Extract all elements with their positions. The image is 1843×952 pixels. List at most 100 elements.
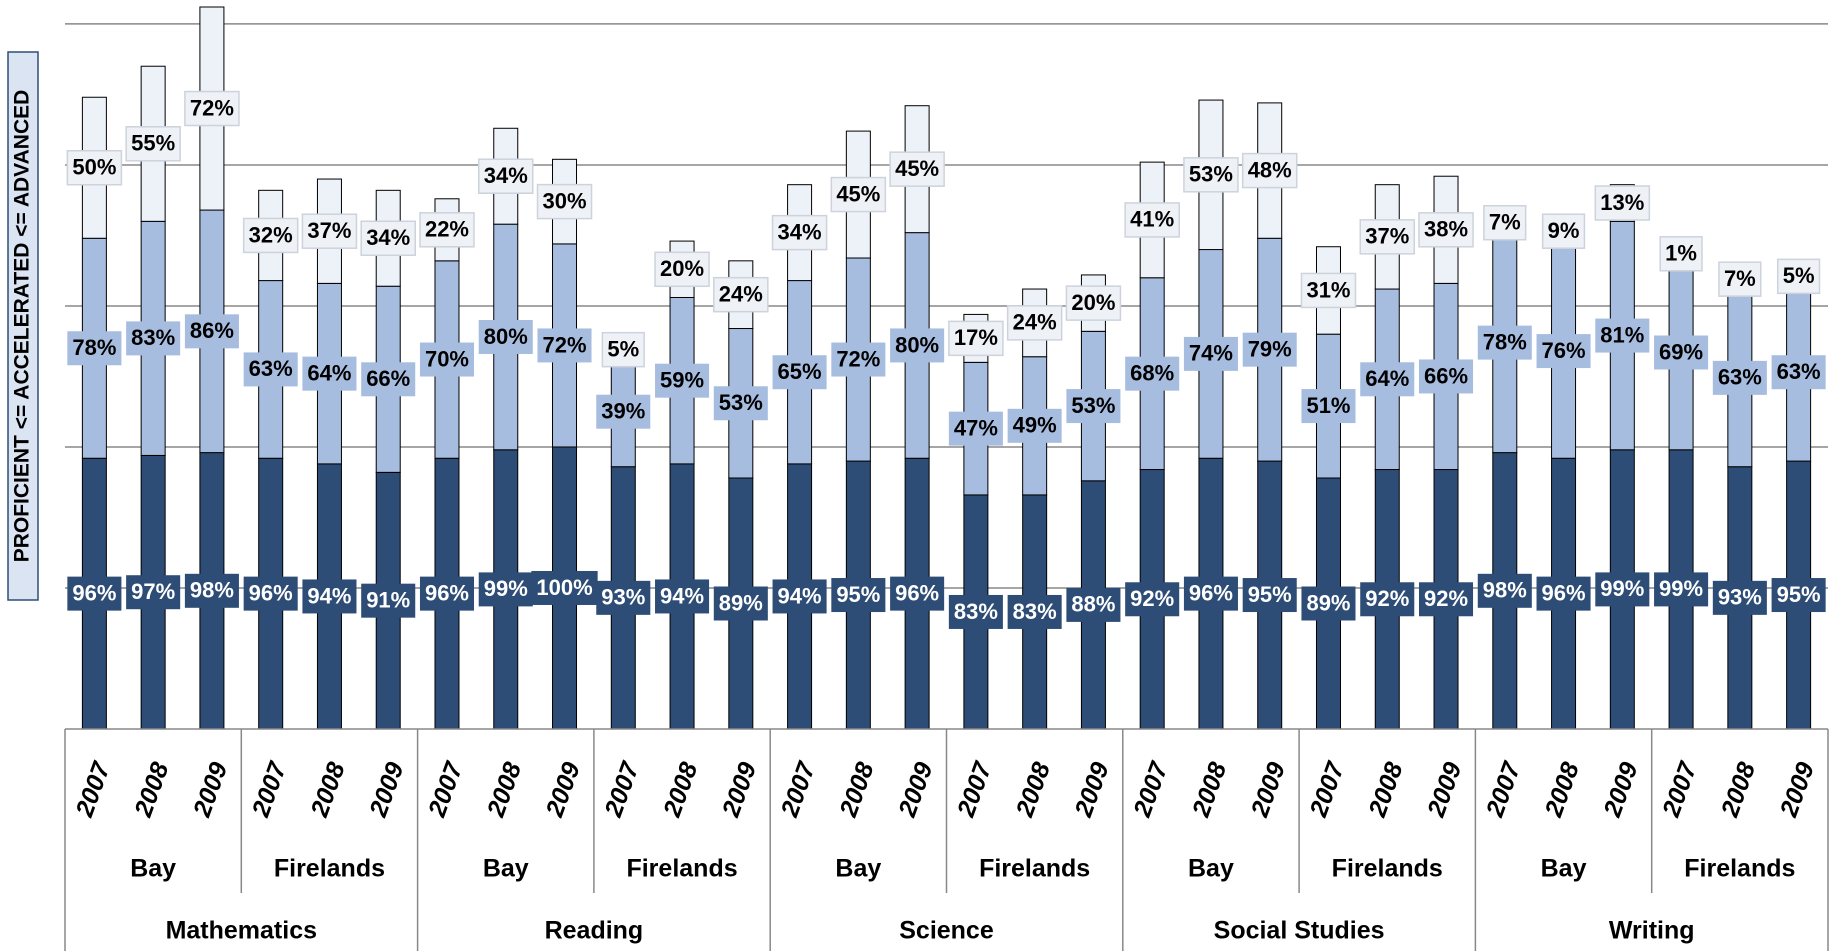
- value-label-text: 59%: [660, 368, 704, 393]
- value-label-text: 30%: [542, 188, 586, 213]
- value-label-text: 96%: [1189, 580, 1233, 605]
- value-label-text: 37%: [307, 218, 351, 243]
- value-label-text: 92%: [1130, 586, 1174, 611]
- value-label: 65%: [772, 355, 827, 390]
- value-label-box: [536, 183, 593, 220]
- value-label-box: [1418, 212, 1474, 248]
- value-label-text: 45%: [895, 156, 939, 181]
- value-label-text: 80%: [484, 324, 528, 349]
- x-tick-label: 2008: [1539, 759, 1585, 822]
- x-tick-label: 2008: [481, 759, 527, 822]
- value-label-box: [125, 126, 181, 162]
- value-label: 49%: [1007, 408, 1062, 443]
- value-label-box: [831, 342, 886, 377]
- value-label-text: 93%: [601, 585, 645, 610]
- value-label: 99%: [478, 572, 533, 607]
- value-label: 83%: [1007, 594, 1062, 629]
- value-label-text: 17%: [954, 325, 998, 350]
- value-label-box: [655, 579, 710, 614]
- value-label-box: [1477, 325, 1532, 360]
- value-label-text: 20%: [1071, 290, 1115, 315]
- value-label: 89%: [713, 586, 768, 621]
- value-label-box: [1595, 572, 1650, 607]
- value-label-box: [302, 356, 357, 391]
- value-label-text: 53%: [719, 390, 763, 415]
- value-label: 96%: [419, 576, 475, 611]
- value-label-text: 64%: [1365, 366, 1409, 391]
- subject-label: Writing: [1609, 917, 1695, 945]
- value-label-box: [184, 314, 239, 349]
- value-label-box: [477, 158, 534, 194]
- value-label-box: [948, 411, 1003, 446]
- value-label: 59%: [655, 363, 710, 398]
- value-label: 92%: [1360, 582, 1415, 617]
- value-label-text: 13%: [1600, 190, 1644, 215]
- value-label-text: 96%: [895, 580, 939, 605]
- value-label-text: 83%: [954, 599, 998, 624]
- value-label-text: 50%: [72, 155, 116, 180]
- value-label-text: 51%: [1306, 393, 1350, 418]
- x-tick-label: 2007: [599, 758, 645, 822]
- value-label-box: [360, 220, 416, 257]
- x-tick-label: 2007: [423, 758, 469, 822]
- value-label: 95%: [1771, 578, 1826, 613]
- value-label: 86%: [184, 314, 239, 349]
- value-label-text: 72%: [542, 332, 586, 357]
- value-label: 72%: [537, 328, 592, 363]
- district-label: Bay: [130, 855, 176, 883]
- value-label-text: 49%: [1013, 413, 1057, 438]
- value-label-box: [1125, 582, 1180, 617]
- district-label: Bay: [1541, 855, 1587, 883]
- value-label: 34%: [360, 220, 416, 257]
- value-label-text: 32%: [249, 222, 293, 247]
- value-label-box: [1242, 578, 1297, 613]
- x-tick-label: 2007: [952, 758, 998, 822]
- value-label-box: [1301, 389, 1356, 424]
- value-label-text: 91%: [366, 587, 410, 612]
- value-label-text: 24%: [719, 281, 763, 306]
- value-label-text: 89%: [1306, 590, 1350, 615]
- value-label-text: 5%: [607, 336, 639, 361]
- value-label: 47%: [948, 411, 1003, 446]
- x-tick-label: 2008: [1716, 759, 1762, 822]
- value-label-box: [1654, 335, 1709, 370]
- y-label-box: [7, 51, 39, 601]
- value-label: 70%: [419, 342, 475, 377]
- x-tick-label: 2009: [364, 759, 410, 822]
- value-label-text: 93%: [1718, 585, 1762, 610]
- district-label: Firelands: [626, 855, 737, 883]
- value-label-text: 34%: [484, 163, 528, 188]
- value-label-box: [1541, 213, 1586, 249]
- x-tick-label: 2007: [246, 758, 292, 822]
- value-label: 69%: [1654, 335, 1709, 370]
- value-label-text: 69%: [1659, 339, 1703, 364]
- value-label-text: 96%: [249, 580, 293, 605]
- value-label: 93%: [596, 580, 651, 615]
- value-label-box: [419, 576, 475, 611]
- value-label-text: 34%: [778, 219, 822, 244]
- value-label-box: [419, 212, 475, 248]
- x-tick-label: 2007: [775, 758, 821, 822]
- value-label-box: [1183, 336, 1238, 371]
- value-label: 98%: [1477, 573, 1532, 608]
- value-label-box: [1654, 572, 1709, 607]
- value-label: 51%: [1301, 389, 1356, 424]
- value-label: 76%: [1536, 334, 1591, 369]
- value-label-box: [831, 578, 886, 613]
- value-label: 41%: [1124, 202, 1180, 238]
- x-tick-label: 2009: [893, 759, 939, 822]
- value-label-box: [301, 213, 358, 249]
- value-label-text: 94%: [660, 583, 704, 608]
- value-label-box: [889, 151, 945, 187]
- value-label-text: 5%: [1783, 263, 1815, 288]
- value-label-text: 99%: [1659, 576, 1703, 601]
- value-label-text: 96%: [425, 580, 469, 605]
- value-label-box: [1477, 573, 1532, 608]
- value-label-text: 89%: [719, 590, 763, 615]
- value-label: 7%: [1718, 261, 1762, 297]
- value-label: 66%: [1418, 359, 1474, 394]
- value-label-box: [1594, 185, 1651, 221]
- value-label-box: [1241, 152, 1298, 189]
- value-label-text: 99%: [1600, 576, 1644, 601]
- value-label: 13%: [1594, 185, 1651, 221]
